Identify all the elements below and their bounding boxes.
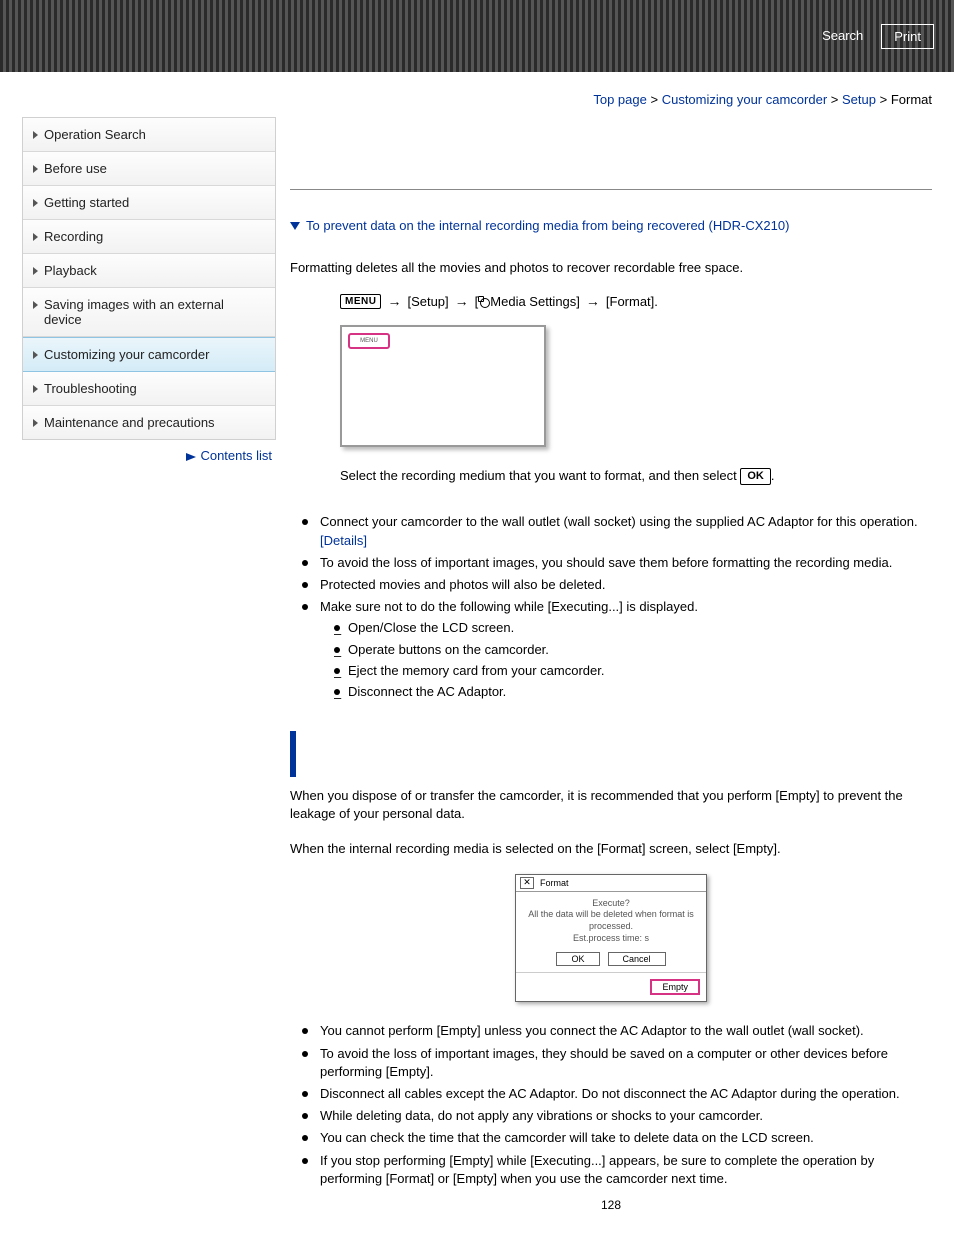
section-bar — [290, 731, 296, 777]
sidebar-nav: Operation Search Before use Getting star… — [22, 117, 276, 440]
sidebar: Operation Search Before use Getting star… — [22, 117, 276, 1212]
note-item: You cannot perform [Empty] unless you co… — [302, 1022, 932, 1040]
dispose-p2: When the internal recording media is sel… — [290, 840, 932, 858]
menu-path: MENU → [Setup] → [Media Settings] → [For… — [340, 293, 932, 309]
dispose-notes-list: You cannot perform [Empty] unless you co… — [302, 1022, 932, 1188]
nav-label: Operation Search — [44, 127, 146, 142]
close-icon[interactable]: ✕ — [520, 877, 534, 889]
sub-item: Disconnect the AC Adaptor. — [334, 683, 932, 701]
anchor-link[interactable]: To prevent data on the internal recordin… — [290, 218, 932, 233]
triangle-down-icon — [290, 222, 300, 230]
note-item: You can check the time that the camcorde… — [302, 1129, 932, 1147]
dialog-title-text: Format — [540, 878, 569, 888]
nav-label: Recording — [44, 229, 103, 244]
crumb-sep: > — [650, 92, 658, 107]
crumb-setup[interactable]: Setup — [842, 92, 876, 107]
sub-item: Operate buttons on the camcorder. — [334, 641, 932, 659]
caret-icon — [33, 301, 38, 309]
nav-label: Getting started — [44, 195, 129, 210]
sidebar-item-customizing[interactable]: Customizing your camcorder — [23, 337, 275, 372]
arrow-right-icon — [186, 453, 196, 461]
sidebar-item-troubleshooting[interactable]: Troubleshooting — [23, 372, 275, 406]
menu-highlight: MENU — [348, 333, 390, 349]
main-content: To prevent data on the internal recordin… — [290, 117, 932, 1212]
arrow-right-icon: → — [455, 293, 469, 309]
note-item: To avoid the loss of important images, t… — [302, 1045, 932, 1081]
notes-list: Connect your camcorder to the wall outle… — [302, 513, 932, 701]
dialog-empty-row: Empty — [516, 972, 706, 1001]
search-button[interactable]: Search — [810, 24, 875, 49]
crumb-current: Format — [891, 92, 932, 107]
dialog-line: All the data will be deleted when format… — [520, 909, 702, 932]
note-item: If you stop performing [Empty] while [Ex… — [302, 1152, 932, 1188]
sub-list: Open/Close the LCD screen. Operate butto… — [334, 619, 932, 701]
dialog-buttons: OK Cancel — [516, 948, 706, 972]
dialog-body: Execute? All the data will be deleted wh… — [516, 892, 706, 949]
arrow-right-icon: → — [387, 293, 401, 309]
note-item: Disconnect all cables except the AC Adap… — [302, 1085, 932, 1103]
nav-label: Maintenance and precautions — [44, 415, 215, 430]
nav-label: Saving images with an external device — [44, 297, 265, 327]
note-item: Protected movies and photos will also be… — [302, 576, 932, 594]
sidebar-item-recording[interactable]: Recording — [23, 220, 275, 254]
sidebar-item-before-use[interactable]: Before use — [23, 152, 275, 186]
caret-icon — [33, 199, 38, 207]
intro-paragraph: Formatting deletes all the movies and ph… — [290, 259, 932, 277]
header-buttons: Search Print — [810, 24, 934, 49]
nav-label: Troubleshooting — [44, 381, 137, 396]
sub-item: Open/Close the LCD screen. — [334, 619, 932, 637]
sidebar-item-saving-images[interactable]: Saving images with an external device — [23, 288, 275, 337]
dispose-p1: When you dispose of or transfer the camc… — [290, 787, 932, 823]
note-item: Connect your camcorder to the wall outle… — [302, 513, 932, 549]
dialog-ok-button[interactable]: OK — [556, 952, 599, 966]
dialog-empty-button[interactable]: Empty — [650, 979, 700, 995]
divider — [290, 189, 932, 190]
nav-label: Before use — [44, 161, 107, 176]
path-setup: [Setup] — [407, 294, 448, 309]
nav-label: Customizing your camcorder — [44, 347, 209, 362]
dialog-line: Est.process time: s — [520, 933, 702, 945]
note-item: To avoid the loss of important images, y… — [302, 554, 932, 572]
crumb-customizing[interactable]: Customizing your camcorder — [662, 92, 827, 107]
breadcrumb: Top page > Customizing your camcorder > … — [0, 72, 954, 117]
caret-icon — [33, 165, 38, 173]
crumb-sep: > — [880, 92, 888, 107]
caret-icon — [33, 233, 38, 241]
note-item: While deleting data, do not apply any vi… — [302, 1107, 932, 1125]
dialog-line: Execute? — [520, 898, 702, 910]
format-dialog: ✕ Format Execute? All the data will be d… — [515, 874, 707, 1003]
note-item: Make sure not to do the following while … — [302, 598, 932, 701]
sidebar-item-maintenance[interactable]: Maintenance and precautions — [23, 406, 275, 439]
sidebar-item-playback[interactable]: Playback — [23, 254, 275, 288]
anchor-text: To prevent data on the internal recordin… — [306, 218, 789, 233]
details-link[interactable]: [Details] — [320, 533, 367, 548]
contents-list-link[interactable]: Contents list — [22, 440, 276, 471]
caret-icon — [33, 351, 38, 359]
sidebar-item-getting-started[interactable]: Getting started — [23, 186, 275, 220]
arrow-right-icon: → — [586, 293, 600, 309]
path-format: [Format]. — [606, 294, 658, 309]
caret-icon — [33, 267, 38, 275]
caret-icon — [33, 131, 38, 139]
sidebar-item-operation-search[interactable]: Operation Search — [23, 118, 275, 152]
nav-label: Playback — [44, 263, 97, 278]
media-settings-icon — [478, 296, 490, 308]
menu-badge: MENU — [340, 294, 381, 309]
contents-label: Contents list — [200, 448, 272, 463]
crumb-top[interactable]: Top page — [593, 92, 647, 107]
caret-icon — [33, 419, 38, 427]
caret-icon — [33, 385, 38, 393]
select-instruction: Select the recording medium that you wan… — [340, 467, 932, 485]
page-number: 128 — [290, 1198, 932, 1212]
dialog-cancel-button[interactable]: Cancel — [608, 952, 666, 966]
screen-illustration: MENU — [340, 325, 546, 447]
crumb-sep: > — [831, 92, 839, 107]
path-media-settings: [Media Settings] — [475, 294, 580, 309]
sub-item: Eject the memory card from your camcorde… — [334, 662, 932, 680]
dialog-titlebar: ✕ Format — [516, 875, 706, 892]
ok-badge: OK — [740, 468, 771, 485]
print-button[interactable]: Print — [881, 24, 934, 49]
header-band: Search Print — [0, 0, 954, 72]
